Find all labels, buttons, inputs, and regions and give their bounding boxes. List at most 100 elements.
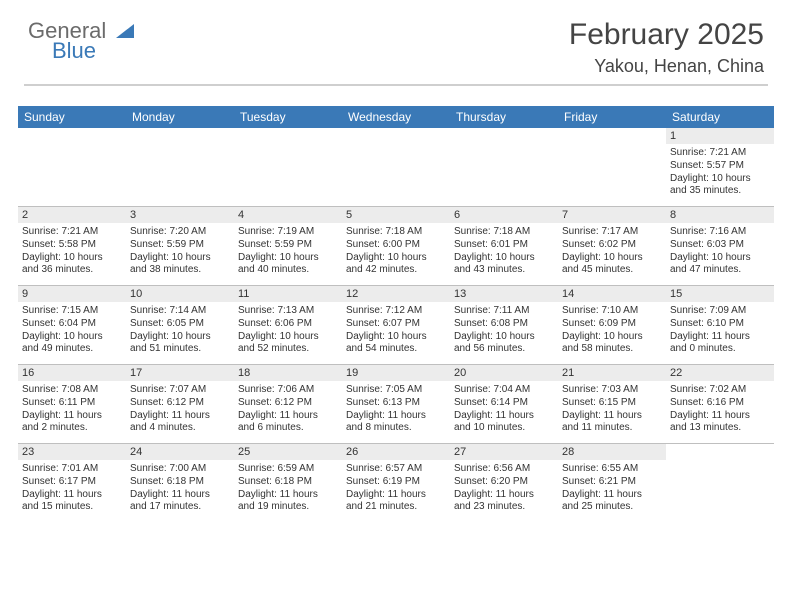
daylight-text: Daylight: 10 hours (22, 252, 122, 265)
daylight-text: Daylight: 11 hours (562, 489, 662, 502)
day-cell-empty (126, 128, 234, 206)
day-number: 12 (342, 286, 450, 302)
day-cell: 14 Sunrise: 7:10 AMSunset: 6:09 PMDayligh… (558, 286, 666, 364)
day-number: 2 (18, 207, 126, 223)
daylight-text: and 19 minutes. (238, 501, 338, 514)
header-rule (24, 84, 768, 86)
daylight-text: Daylight: 11 hours (346, 410, 446, 423)
day-cell: 13Sunrise: 7:11 AMSunset: 6:08 PMDayligh… (450, 286, 558, 364)
day-cell: 27Sunrise: 6:56 AMSunset: 6:20 PMDayligh… (450, 444, 558, 522)
day-cell: 12Sunrise: 7:12 AMSunset: 6:07 PMDayligh… (342, 286, 450, 364)
day-cell: 21Sunrise: 7:03 AMSunset: 6:15 PMDayligh… (558, 365, 666, 443)
daylight-text: Daylight: 11 hours (130, 489, 230, 502)
daylight-text: and 23 minutes. (454, 501, 554, 514)
daylight-text: and 11 minutes. (562, 422, 662, 435)
daylight-text: Daylight: 10 hours (454, 252, 554, 265)
sunset-text: Sunset: 6:20 PM (454, 476, 554, 489)
day-cell: 17Sunrise: 7:07 AMSunset: 6:12 PMDayligh… (126, 365, 234, 443)
sunset-text: Sunset: 6:16 PM (670, 397, 770, 410)
sunrise-text: Sunrise: 6:57 AM (346, 463, 446, 476)
daylight-text: Daylight: 11 hours (238, 410, 338, 423)
sunrise-text: Sunrise: 7:21 AM (670, 147, 770, 160)
sunrise-text: Sunrise: 7:10 AM (562, 305, 662, 318)
day-cell: 5Sunrise: 7:18 AMSunset: 6:00 PMDaylight… (342, 207, 450, 285)
day-cell: 1Sunrise: 7:21 AMSunset: 5:57 PMDaylight… (666, 128, 774, 206)
daylight-text: and 15 minutes. (22, 501, 122, 514)
day-cell: 22Sunrise: 7:02 AMSunset: 6:16 PMDayligh… (666, 365, 774, 443)
sunrise-text: Sunrise: 6:59 AM (238, 463, 338, 476)
day-number: 3 (126, 207, 234, 223)
dow-wednesday: Wednesday (342, 110, 450, 124)
sunset-text: Sunset: 6:04 PM (22, 318, 122, 331)
sunset-text: Sunset: 5:59 PM (238, 239, 338, 252)
week-row: 9Sunrise: 7:15 AMSunset: 6:04 PMDaylight… (18, 286, 774, 365)
daylight-text: Daylight: 10 hours (346, 252, 446, 265)
sunrise-text: Sunrise: 6:55 AM (562, 463, 662, 476)
day-number: 21 (558, 365, 666, 381)
sunset-text: Sunset: 6:13 PM (346, 397, 446, 410)
daylight-text: and 49 minutes. (22, 343, 122, 356)
daylight-text: Daylight: 10 hours (22, 331, 122, 344)
day-cell: 16Sunrise: 7:08 AMSunset: 6:11 PMDayligh… (18, 365, 126, 443)
daylight-text: Daylight: 11 hours (454, 489, 554, 502)
dow-sunday: Sunday (18, 110, 126, 124)
daylight-text: and 38 minutes. (130, 264, 230, 277)
daylight-text: and 21 minutes. (346, 501, 446, 514)
page-title: February 2025 (569, 18, 764, 52)
sunrise-text: Sunrise: 7:02 AM (670, 384, 770, 397)
day-number: 17 (126, 365, 234, 381)
sunset-text: Sunset: 5:58 PM (22, 239, 122, 252)
daylight-text: and 17 minutes. (130, 501, 230, 514)
sunset-text: Sunset: 6:17 PM (22, 476, 122, 489)
day-number: 1 (666, 128, 774, 144)
day-cell: 23Sunrise: 7:01 AMSunset: 6:17 PMDayligh… (18, 444, 126, 522)
dow-tuesday: Tuesday (234, 110, 342, 124)
daylight-text: Daylight: 10 hours (130, 331, 230, 344)
calendar-grid: 1Sunrise: 7:21 AMSunset: 5:57 PMDaylight… (18, 128, 774, 522)
daylight-text: Daylight: 11 hours (670, 331, 770, 344)
day-cell: 15Sunrise: 7:09 AMSunset: 6:10 PMDayligh… (666, 286, 774, 364)
daylight-text: and 36 minutes. (22, 264, 122, 277)
day-cell: 26Sunrise: 6:57 AMSunset: 6:19 PMDayligh… (342, 444, 450, 522)
day-number: 7 (558, 207, 666, 223)
day-cell: 18Sunrise: 7:06 AMSunset: 6:12 PMDayligh… (234, 365, 342, 443)
sunrise-text: Sunrise: 6:56 AM (454, 463, 554, 476)
sunrise-text: Sunrise: 7:21 AM (22, 226, 122, 239)
sunset-text: Sunset: 6:08 PM (454, 318, 554, 331)
daylight-text: and 45 minutes. (562, 264, 662, 277)
daylight-text: and 2 minutes. (22, 422, 122, 435)
day-number: 10 (126, 286, 234, 302)
sunset-text: Sunset: 6:14 PM (454, 397, 554, 410)
day-number: 14 (558, 286, 666, 302)
sunrise-text: Sunrise: 7:18 AM (454, 226, 554, 239)
day-number: 15 (666, 286, 774, 302)
day-number: 6 (450, 207, 558, 223)
daylight-text: and 42 minutes. (346, 264, 446, 277)
sunset-text: Sunset: 6:09 PM (562, 318, 662, 331)
daylight-text: and 51 minutes. (130, 343, 230, 356)
sunset-text: Sunset: 6:00 PM (346, 239, 446, 252)
sunset-text: Sunset: 6:10 PM (670, 318, 770, 331)
daylight-text: and 4 minutes. (130, 422, 230, 435)
daylight-text: and 56 minutes. (454, 343, 554, 356)
day-cell: 4Sunrise: 7:19 AMSunset: 5:59 PMDaylight… (234, 207, 342, 285)
sunrise-text: Sunrise: 7:00 AM (130, 463, 230, 476)
sunrise-text: Sunrise: 7:06 AM (238, 384, 338, 397)
sunrise-text: Sunrise: 7:13 AM (238, 305, 338, 318)
daylight-text: Daylight: 10 hours (346, 331, 446, 344)
daylight-text: Daylight: 10 hours (238, 331, 338, 344)
sunset-text: Sunset: 6:03 PM (670, 239, 770, 252)
sunrise-text: Sunrise: 7:01 AM (22, 463, 122, 476)
sunrise-text: Sunrise: 7:19 AM (238, 226, 338, 239)
sunrise-text: Sunrise: 7:07 AM (130, 384, 230, 397)
sunrise-text: Sunrise: 7:11 AM (454, 305, 554, 318)
day-cell: 3Sunrise: 7:20 AMSunset: 5:59 PMDaylight… (126, 207, 234, 285)
day-cell: 24Sunrise: 7:00 AMSunset: 6:18 PMDayligh… (126, 444, 234, 522)
sunrise-text: Sunrise: 7:04 AM (454, 384, 554, 397)
daylight-text: Daylight: 10 hours (562, 331, 662, 344)
day-number: 13 (450, 286, 558, 302)
daylight-text: Daylight: 11 hours (346, 489, 446, 502)
sunset-text: Sunset: 6:05 PM (130, 318, 230, 331)
day-number: 5 (342, 207, 450, 223)
day-number: 24 (126, 444, 234, 460)
